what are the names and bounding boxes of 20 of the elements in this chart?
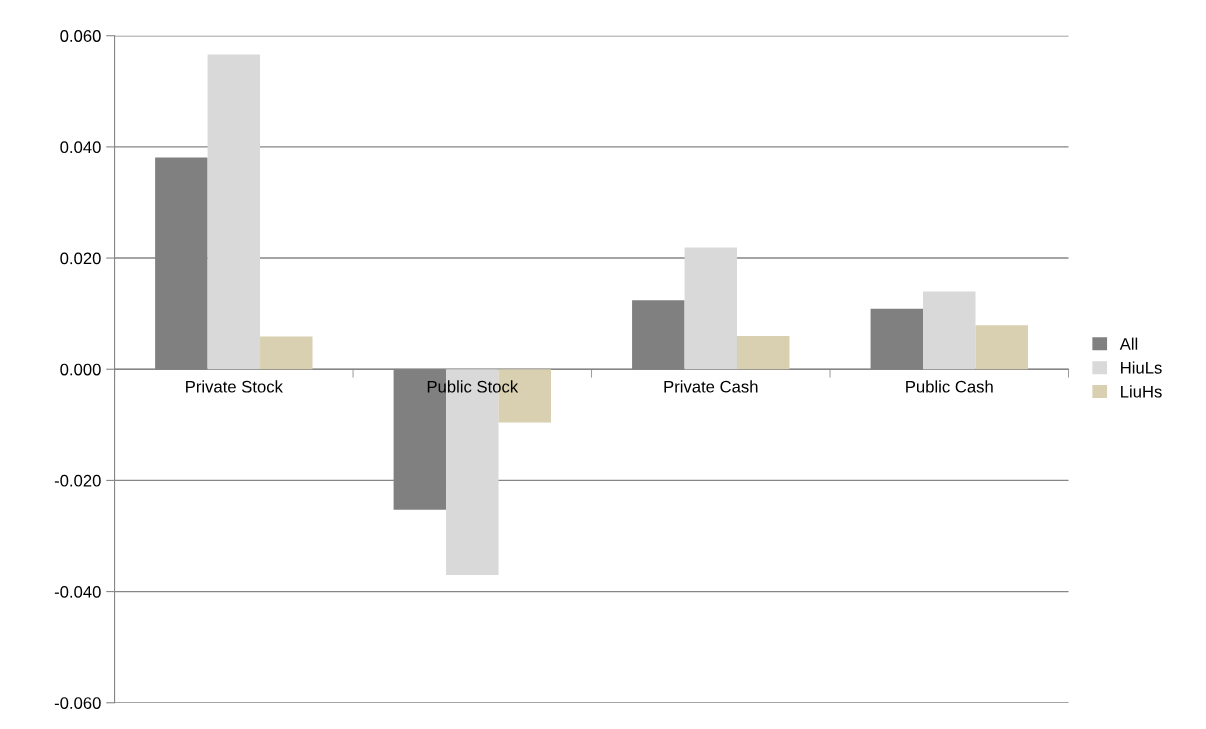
bar xyxy=(923,291,976,370)
x-tick-label: Private Cash xyxy=(664,380,758,393)
bar xyxy=(207,54,261,370)
y-tick-label: -0.060 xyxy=(54,697,101,709)
y-tick-label: 0.040 xyxy=(60,141,101,154)
y-tick-label: -0.020 xyxy=(54,474,101,487)
y-tick-label: 0.000 xyxy=(60,363,101,376)
bar xyxy=(684,247,738,370)
x-tick-label: Private Stock xyxy=(186,380,283,393)
legend-label: All xyxy=(1119,337,1138,350)
x-tick-label: Public Stock xyxy=(427,380,519,393)
y-tick-label: -0.040 xyxy=(54,585,101,598)
bar xyxy=(260,336,313,370)
bar xyxy=(975,325,1028,370)
legend-label: HiuLs xyxy=(1121,361,1162,374)
y-tick-label: 0.020 xyxy=(60,252,101,265)
x-tick-label: Public Cash xyxy=(906,380,993,393)
y-tick-label: 0.060 xyxy=(60,30,101,42)
bar xyxy=(737,335,790,370)
legend-label: LiuHs xyxy=(1121,385,1162,398)
